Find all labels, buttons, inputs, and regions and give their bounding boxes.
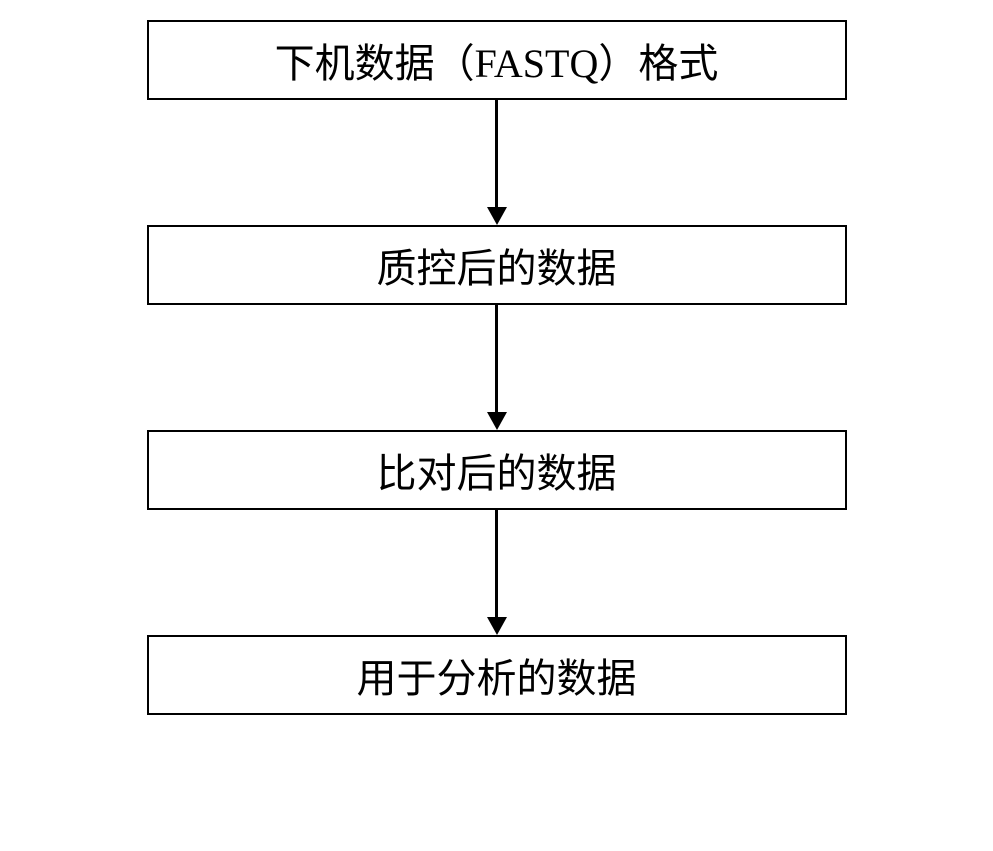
node-label: 质控后的数据 bbox=[377, 236, 617, 294]
node-label: 下机数据（FASTQ）格式 bbox=[275, 31, 719, 89]
flowchart-container: 下机数据（FASTQ）格式 质控后的数据 比对后的数据 用于分析的数据 bbox=[147, 20, 847, 715]
arrow-head-icon bbox=[487, 207, 507, 225]
arrow-line bbox=[495, 510, 498, 617]
node-label: 比对后的数据 bbox=[377, 441, 617, 499]
arrow-line bbox=[495, 305, 498, 412]
flowchart-arrow-3 bbox=[487, 510, 507, 635]
arrow-line bbox=[495, 100, 498, 207]
flowchart-node-1: 下机数据（FASTQ）格式 bbox=[147, 20, 847, 100]
flowchart-node-3: 比对后的数据 bbox=[147, 430, 847, 510]
flowchart-arrow-1 bbox=[487, 100, 507, 225]
node-label: 用于分析的数据 bbox=[357, 646, 637, 704]
flowchart-node-4: 用于分析的数据 bbox=[147, 635, 847, 715]
arrow-head-icon bbox=[487, 617, 507, 635]
arrow-head-icon bbox=[487, 412, 507, 430]
flowchart-node-2: 质控后的数据 bbox=[147, 225, 847, 305]
flowchart-arrow-2 bbox=[487, 305, 507, 430]
